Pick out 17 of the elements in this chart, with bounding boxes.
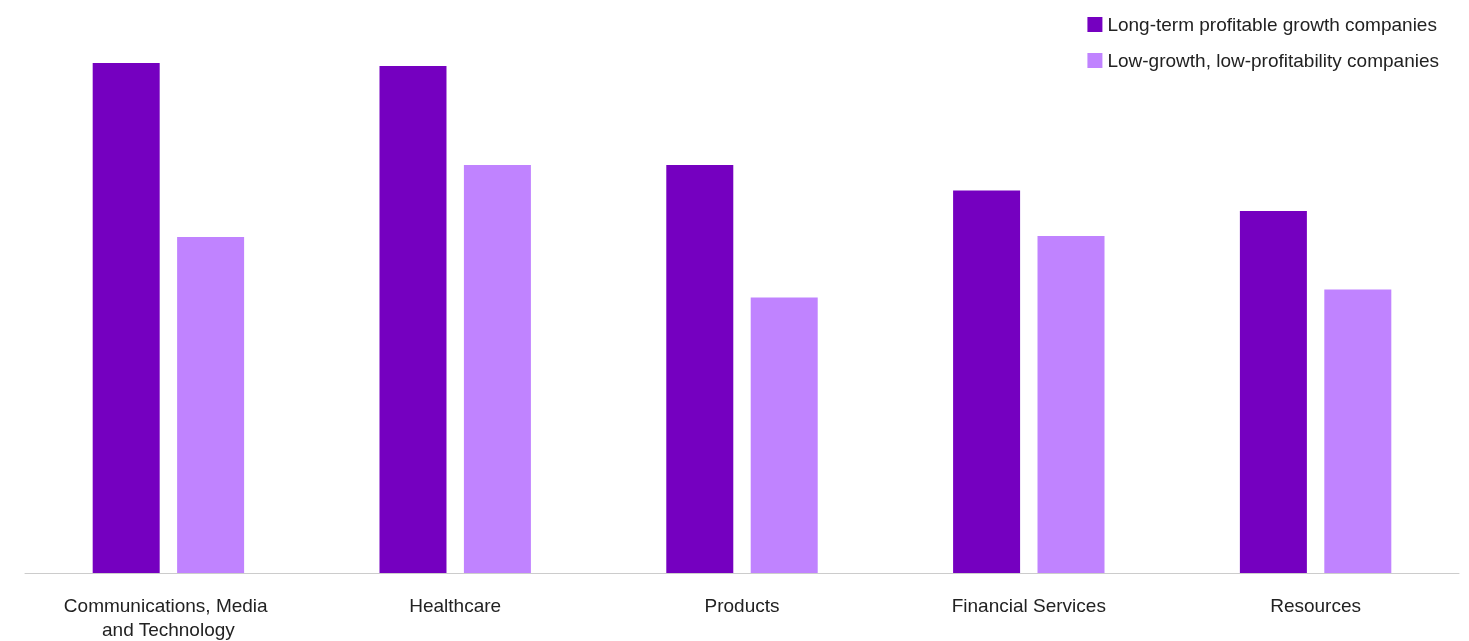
x-tick-label: Healthcare	[409, 594, 502, 616]
bar	[1324, 289, 1392, 573]
bar	[177, 236, 245, 573]
legend-label: Low-growth, low-profitability companies	[1107, 50, 1440, 71]
bar	[666, 165, 734, 573]
x-tick-label: Communications, Media and Technology	[63, 594, 273, 640]
legend-label: Long-term profitable growth companies	[1107, 14, 1437, 35]
x-tick-label: Products	[704, 594, 780, 616]
x-tick-label: Financial Services	[951, 594, 1106, 616]
bar	[1239, 210, 1307, 573]
bar	[92, 63, 160, 573]
x-tick-label: Resources	[1270, 594, 1362, 616]
bar	[379, 66, 447, 573]
bar	[463, 165, 531, 573]
bar	[750, 297, 818, 573]
bar	[953, 190, 1021, 573]
bar	[1037, 235, 1105, 573]
